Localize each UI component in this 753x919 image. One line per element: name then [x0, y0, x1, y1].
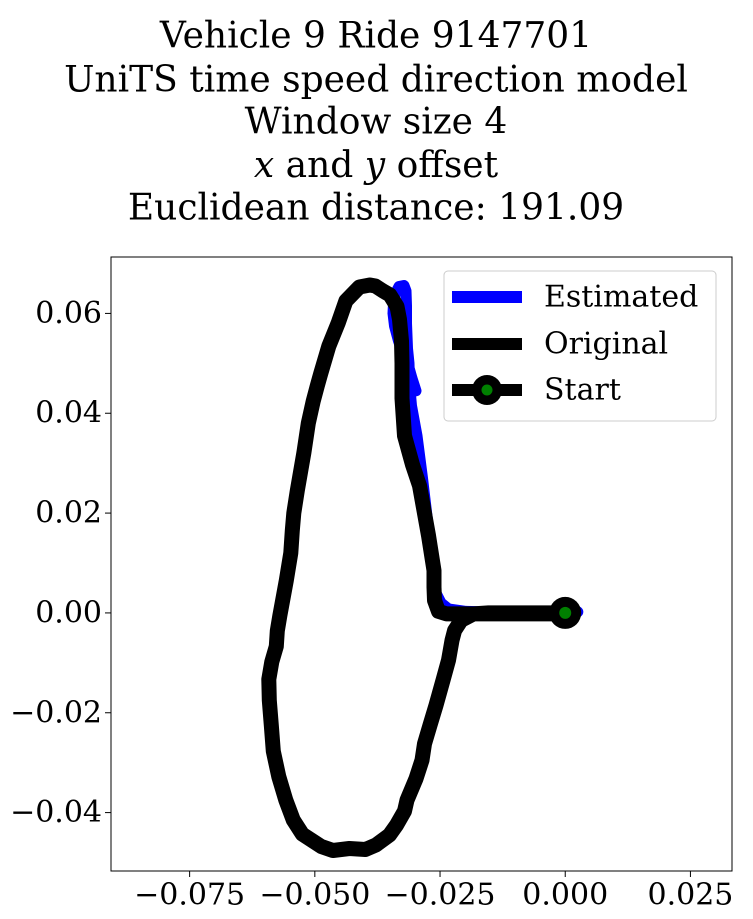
- legend-marker: [481, 384, 493, 396]
- series-line-original: [261, 277, 573, 858]
- title-line: UniTS time speed direction model: [64, 60, 688, 101]
- y-tick-label: −0.02: [10, 695, 102, 730]
- x-tick-label: −0.025: [385, 878, 496, 913]
- title-line: Window size 4: [245, 102, 508, 143]
- plot-frame: [110, 256, 733, 872]
- start-marker: [559, 606, 572, 619]
- y-tick-label: 0.02: [35, 496, 102, 531]
- x-tick-label: 0.025: [647, 878, 733, 913]
- legend: Estimated Original Start: [443, 270, 717, 422]
- y-axis: 0.06 0.04 0.02 0.00 −0.02 −0.04: [10, 296, 111, 830]
- y-tick-label: 0.04: [35, 396, 102, 431]
- plot-area: [261, 277, 584, 858]
- legend-label: Estimated: [544, 280, 698, 315]
- y-tick-label: −0.04: [10, 795, 102, 830]
- legend-box: [443, 270, 717, 422]
- title-line: Vehicle 9 Ride 9147701: [159, 16, 592, 57]
- title-line: x and y offset: [254, 145, 499, 186]
- y-tick-label: 0.06: [35, 296, 102, 331]
- x-tick-label: −0.075: [134, 878, 245, 913]
- x-axis: −0.075 −0.050 −0.025 0.000 0.025: [134, 871, 733, 913]
- y-tick-label: 0.00: [35, 595, 102, 630]
- x-tick-label: 0.000: [522, 878, 608, 913]
- title-line: Euclidean distance: 191.09: [128, 188, 624, 229]
- legend-label: Original: [544, 327, 668, 362]
- x-tick-label: −0.050: [259, 878, 370, 913]
- legend-label: Start: [544, 373, 621, 408]
